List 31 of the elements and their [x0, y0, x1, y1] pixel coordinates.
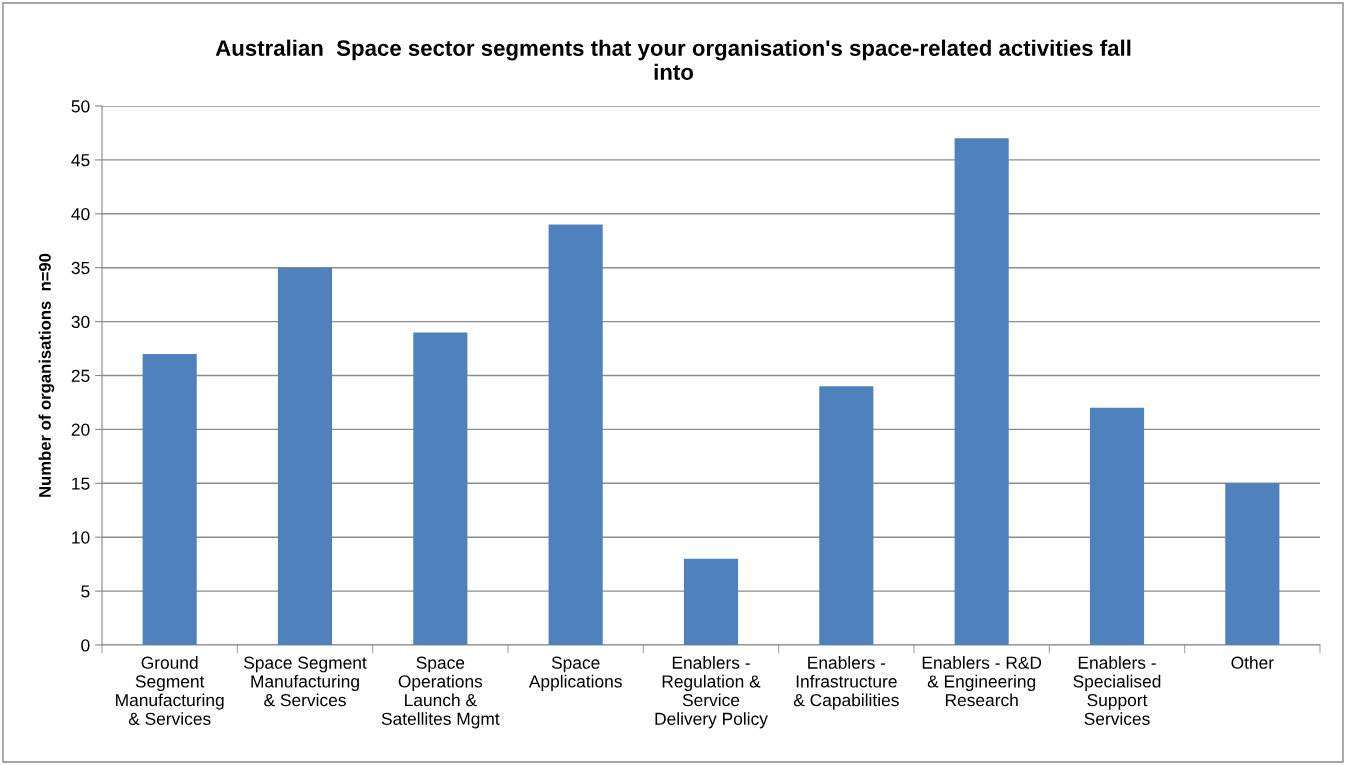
bar: [954, 138, 1009, 645]
x-tick-label: Space Applications: [528, 656, 622, 691]
bar: [1089, 407, 1145, 645]
x-tick-label: Enablers - Regulation & Service Delivery Policy: [655, 656, 768, 729]
y-tick-label: 0: [81, 639, 90, 652]
y-tick-label: 15: [72, 477, 90, 490]
chart-title: Australian Space sector segments that your organisation's space-related activities fall into: [215, 39, 1131, 80]
bar: [142, 353, 197, 645]
bar: [548, 224, 603, 645]
y-axis-title: Number of organisations n=90: [38, 253, 55, 497]
x-tick-label: Enablers - Infrastructure & Capabilities: [793, 656, 899, 710]
y-tick-label: 5: [81, 585, 90, 598]
x-tick-label: Enablers - Specialised Support Services: [1073, 656, 1161, 725]
y-tick-label: 10: [72, 531, 90, 544]
y-tick-label: 25: [71, 369, 90, 382]
bar: [819, 386, 874, 645]
y-tick-label: 40: [71, 207, 90, 221]
y-tick-label: 45: [71, 154, 90, 167]
y-tick-label: 35: [71, 261, 90, 275]
bar: [1225, 483, 1280, 645]
y-tick-label: 20: [71, 423, 90, 436]
x-tick-label: Space Operations Launch & Satellites Mgmt: [381, 656, 500, 729]
x-tick-label: Space Segment Manufacturing & Services: [244, 656, 367, 707]
bar: [277, 267, 333, 645]
x-tick-label: Ground Segment Manufacturing & Services: [116, 656, 224, 725]
x-tick-label: Enablers - R&D & Engineering Research: [922, 656, 1042, 707]
y-tick-label: 30: [71, 315, 90, 329]
y-tick-label: 50: [71, 100, 90, 113]
bar: [683, 558, 739, 645]
bar: [413, 332, 468, 645]
x-tick-label: Other: [1231, 656, 1274, 669]
